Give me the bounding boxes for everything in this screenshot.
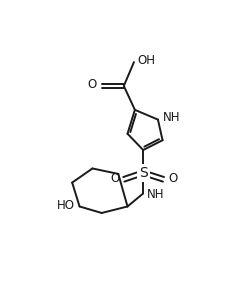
Text: NH: NH [147, 188, 165, 201]
Text: O: O [168, 172, 177, 185]
Text: O: O [88, 78, 97, 91]
Text: NH: NH [163, 111, 180, 124]
Text: HO: HO [57, 199, 75, 212]
Text: O: O [110, 172, 119, 185]
Text: OH: OH [138, 54, 156, 67]
Text: S: S [139, 166, 148, 180]
